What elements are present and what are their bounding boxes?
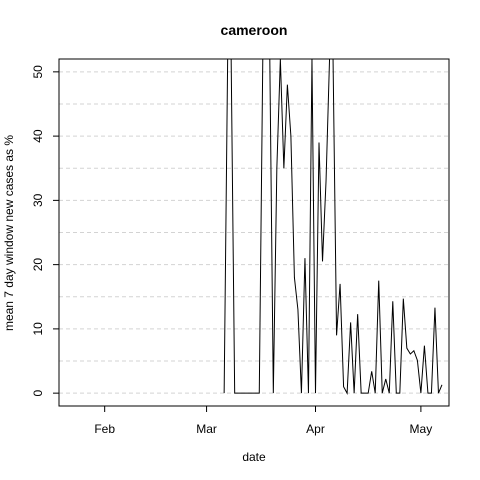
series-layer [223,59,443,395]
grid-lines [59,71,449,394]
y-tick-label: 0 [31,389,45,396]
y-axis-label: mean 7 day window new cases as % [2,135,16,331]
x-axis-label: date [242,450,266,464]
y-tick-label: 50 [31,65,45,79]
x-axis: Feb Mar Apr May [94,406,432,436]
y-tick-label: 20 [31,258,45,272]
y-axis: 0 10 20 30 40 50 [31,65,59,396]
x-tick-label: Mar [196,422,217,436]
series-line [223,59,443,395]
plot-frame [58,58,450,407]
x-tick-label: May [410,422,433,436]
x-tick-label: Feb [94,422,115,436]
y-tick-label: 30 [31,193,45,207]
chart-title: cameroon [221,22,288,38]
y-tick-label: 40 [31,129,45,143]
x-tick-label: Apr [306,422,325,436]
y-tick-label: 10 [31,322,45,336]
